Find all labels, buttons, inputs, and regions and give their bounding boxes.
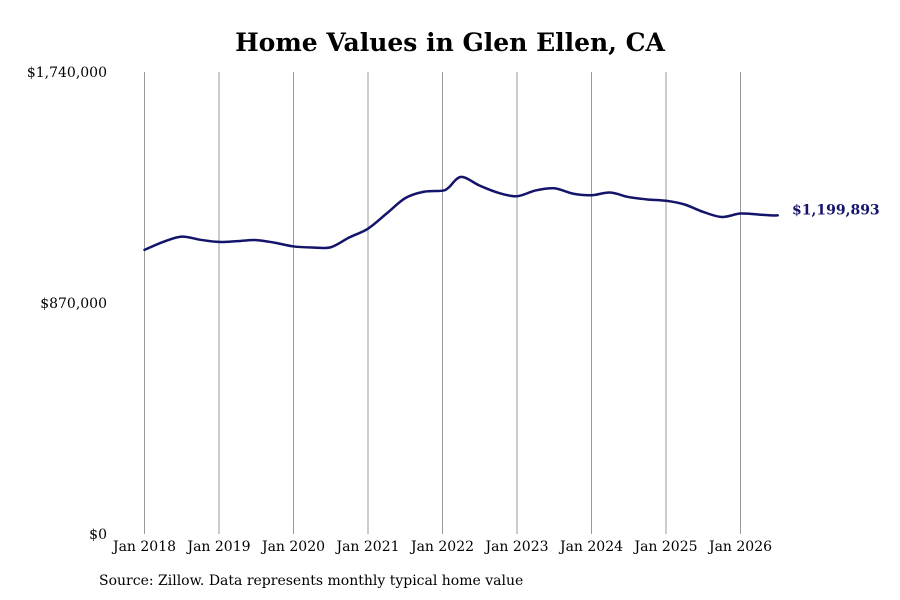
x-tick-label: Jan 2020 bbox=[260, 539, 325, 555]
y-tick-label: $0 bbox=[89, 527, 107, 543]
x-tick-label: Jan 2021 bbox=[334, 539, 399, 555]
gridlines bbox=[144, 72, 741, 534]
x-axis-ticks: Jan 2018 Jan 2019 Jan 2020 Jan 2021 Jan 2022… bbox=[111, 539, 772, 555]
x-tick-label: Jan 2023 bbox=[483, 539, 548, 555]
y-tick-label: $1,740,000 bbox=[27, 65, 107, 81]
x-tick-label: Jan 2019 bbox=[185, 539, 250, 555]
y-axis-ticks: $0 $870,000 $1,740,000 bbox=[27, 65, 107, 543]
end-value-label: $1,199,893 bbox=[792, 202, 880, 218]
series-line-home-value bbox=[143, 175, 779, 252]
x-tick-label: Jan 2018 bbox=[111, 539, 176, 555]
x-tick-label: Jan 2026 bbox=[707, 539, 772, 555]
y-tick-label: $870,000 bbox=[40, 296, 107, 312]
x-tick-label: Jan 2024 bbox=[558, 539, 623, 555]
chart-title: Home Values in Glen Ellen, CA bbox=[235, 28, 665, 57]
x-tick-label: Jan 2022 bbox=[409, 539, 474, 555]
x-tick-label: Jan 2025 bbox=[632, 539, 697, 555]
series-layer bbox=[143, 175, 779, 252]
source-note: Source: Zillow. Data represents monthly … bbox=[99, 573, 524, 589]
